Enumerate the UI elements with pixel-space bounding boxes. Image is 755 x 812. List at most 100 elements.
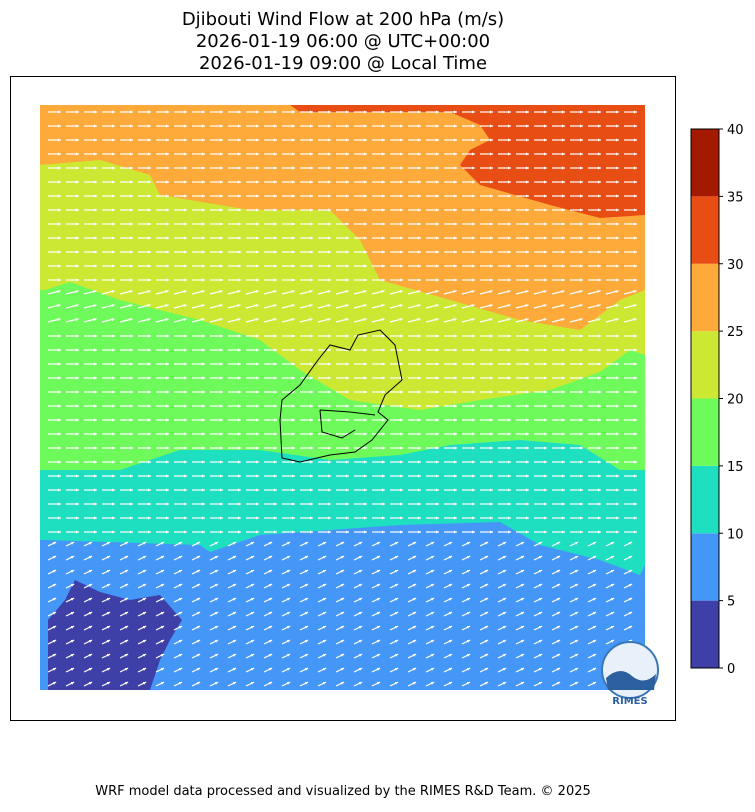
arrow-head [130, 180, 133, 184]
arrow-head [418, 208, 421, 212]
arrow-head [490, 474, 493, 478]
arrow-head [94, 138, 97, 142]
arrow-head [466, 612, 471, 615]
arrow-head [430, 570, 435, 573]
arrow-head [598, 264, 601, 268]
arrow-head [112, 124, 115, 128]
arrow-head [166, 236, 169, 240]
arrow-head [382, 152, 385, 156]
arrow-head [400, 460, 403, 464]
arrow-head [598, 138, 601, 142]
arrow-head [327, 304, 331, 307]
arrow-head [304, 640, 309, 643]
arrow-head [412, 542, 417, 545]
arrow-head [256, 194, 259, 198]
arrow-head [256, 278, 259, 282]
arrow-head [256, 516, 259, 520]
arrow-head [598, 334, 601, 338]
arrow-head [322, 626, 327, 629]
arrow-head [364, 138, 367, 142]
arrow-head [322, 640, 327, 643]
arrow-head [490, 404, 493, 408]
arrow-head [238, 334, 241, 338]
arrow-head [93, 318, 97, 321]
arrow-head [544, 208, 547, 212]
arrow-head [58, 334, 61, 338]
arrow-head [202, 180, 205, 184]
arrow-head [502, 654, 507, 657]
arrow-head [76, 264, 79, 268]
arrow-head [268, 570, 273, 573]
arrow-head [358, 626, 363, 629]
arrow-head [454, 488, 457, 492]
arrow-head [615, 318, 619, 321]
arrow-head [58, 362, 61, 366]
arrow-head [628, 570, 633, 573]
arrow-head [130, 362, 133, 366]
arrow-head [363, 290, 367, 293]
arrow-head [220, 460, 223, 464]
arrow-head [160, 598, 165, 601]
arrow-head [220, 264, 223, 268]
arrow-head [202, 432, 205, 436]
arrow-head [598, 404, 601, 408]
arrow-head [232, 598, 237, 601]
arrow-head [507, 304, 511, 307]
arrow-head [472, 278, 475, 282]
arrow-head [310, 278, 313, 282]
arrow-head [580, 166, 583, 170]
arrow-head [310, 166, 313, 170]
arrow-head [574, 570, 579, 573]
arrow-head [418, 502, 421, 506]
arrow-head [106, 668, 111, 671]
arrow-head [610, 584, 615, 587]
arrow-head [634, 264, 637, 268]
arrow-head [417, 304, 421, 307]
arrow-head [580, 460, 583, 464]
arrow-head [592, 612, 597, 615]
arrow-head [166, 194, 169, 198]
arrow-head [490, 138, 493, 142]
arrow-head [508, 390, 511, 394]
arrow-head [130, 474, 133, 478]
arrow-head [376, 556, 381, 559]
arrow-head [454, 460, 457, 464]
arrow-head [304, 668, 309, 671]
arrow-head [616, 530, 619, 534]
arrow-head [399, 290, 403, 293]
arrow-head [178, 542, 183, 545]
arrow-head [466, 556, 471, 559]
arrow-head [418, 124, 421, 128]
arrow-head [616, 334, 619, 338]
logo-wave [606, 670, 656, 690]
arrow-head [562, 474, 565, 478]
arrow-head [382, 334, 385, 338]
arrow-head [472, 166, 475, 170]
arrow-head [328, 390, 331, 394]
arrow-head [436, 334, 439, 338]
arrow-head [610, 626, 615, 629]
arrow-head [256, 110, 259, 114]
arrow-head [616, 110, 619, 114]
arrow-head [472, 334, 475, 338]
arrow-head [490, 334, 493, 338]
colorbar-tick-label: 5 [727, 595, 735, 610]
arrow-head [88, 542, 93, 545]
arrow-head [472, 446, 475, 450]
arrow-head [526, 362, 529, 366]
arrow-head [94, 376, 97, 380]
arrow-head [580, 180, 583, 184]
arrow-head [544, 138, 547, 142]
arrow-head [274, 488, 277, 492]
arrow-head [184, 180, 187, 184]
arrow-head [394, 682, 399, 685]
arrow-head [544, 460, 547, 464]
colorbar-tick-label: 10 [727, 527, 744, 542]
arrow-head [346, 110, 349, 114]
arrow-head [508, 376, 511, 380]
arrow-head [268, 640, 273, 643]
arrow-head [328, 376, 331, 380]
arrow-head [430, 654, 435, 657]
arrow-head [310, 110, 313, 114]
arrow-head [592, 570, 597, 573]
